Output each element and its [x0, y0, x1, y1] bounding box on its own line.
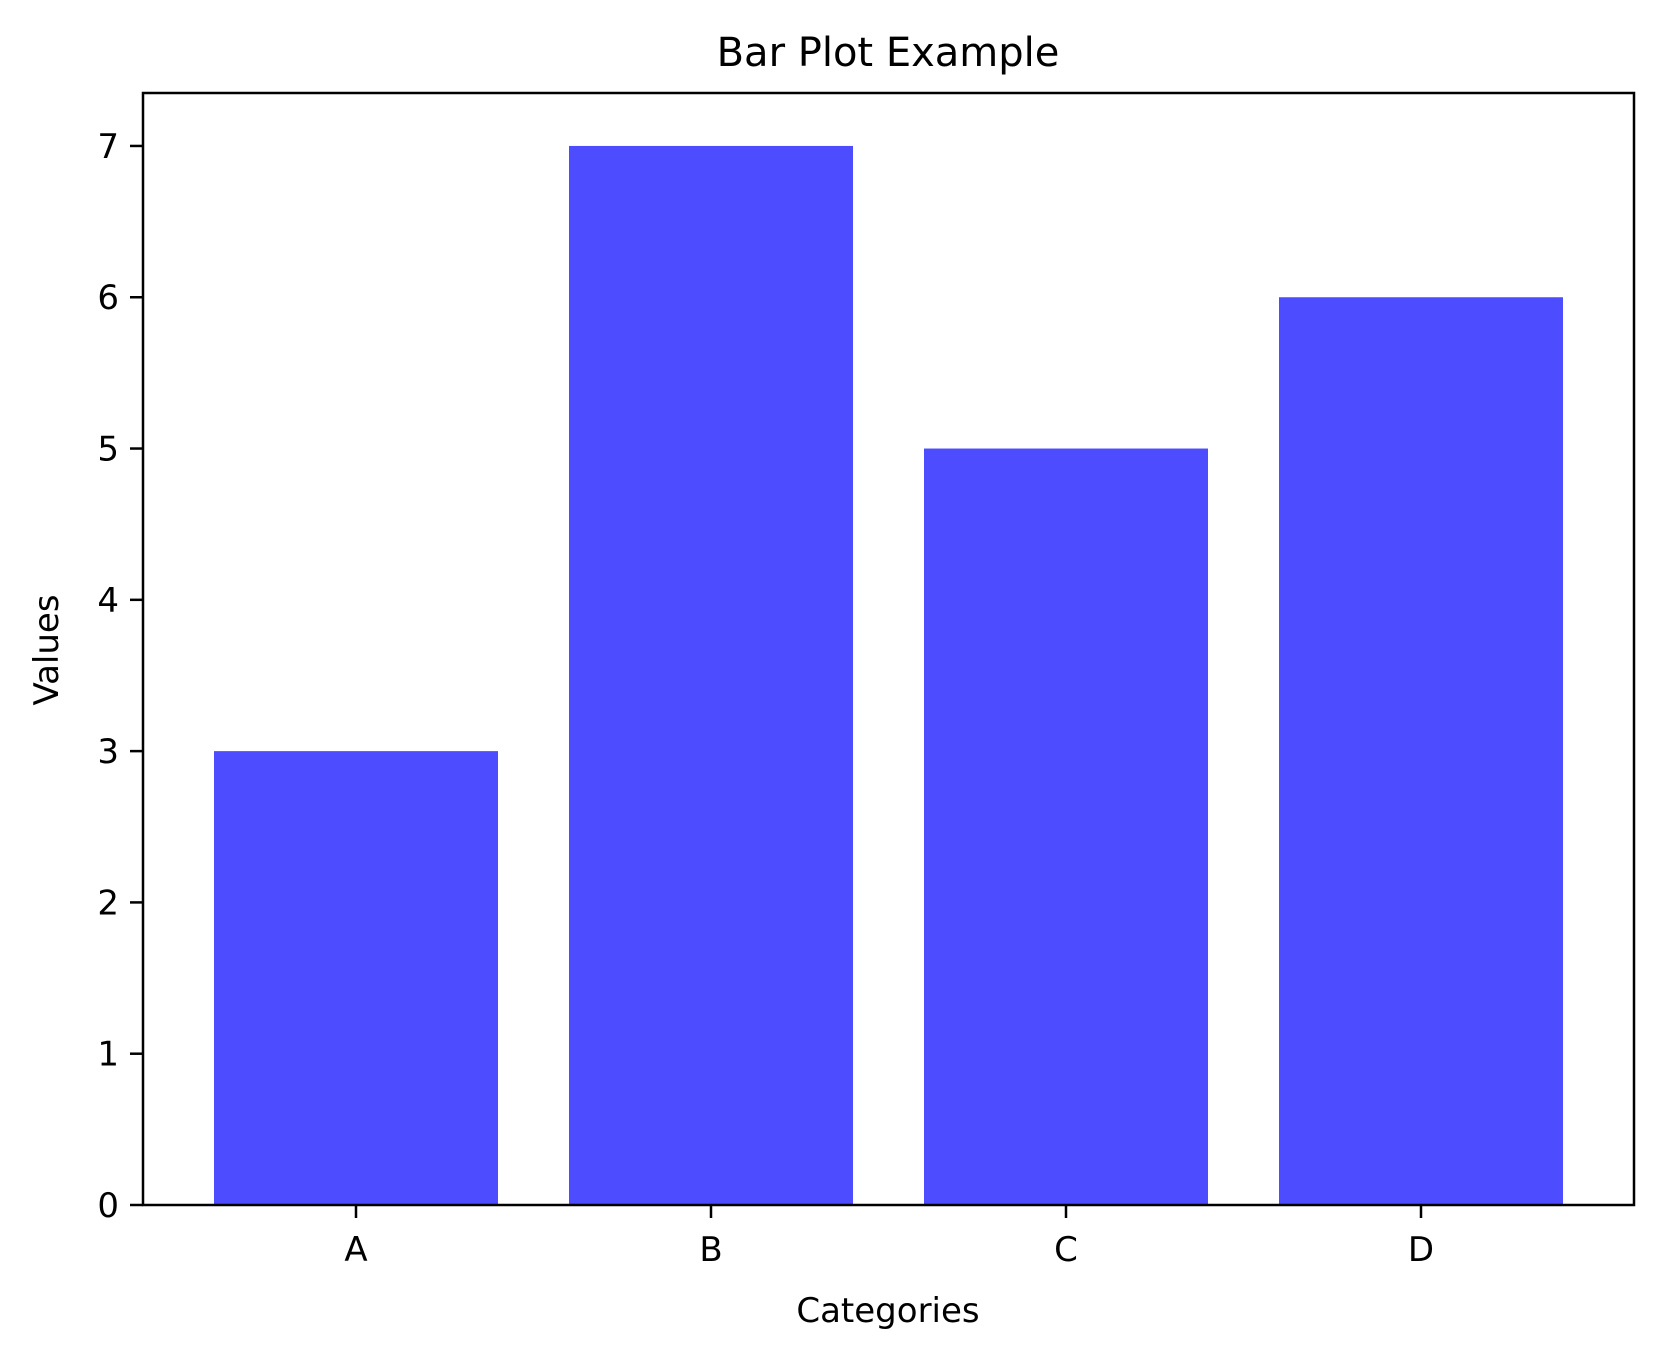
y-tick-label: 0	[97, 1186, 119, 1226]
y-axis-ticks: 0 1 2 3 4 5 6 7	[97, 127, 143, 1226]
chart-title: Bar Plot Example	[717, 30, 1060, 76]
y-tick-label: 2	[97, 883, 119, 923]
y-tick-label: 3	[97, 732, 119, 772]
y-tick-label: 4	[97, 581, 119, 621]
x-tick-label: C	[1054, 1230, 1078, 1270]
bar-a	[214, 751, 498, 1205]
bar-series	[214, 145, 1563, 1206]
y-tick-label: 6	[97, 278, 119, 318]
bar-b	[569, 145, 853, 1205]
y-axis-label: Values	[27, 594, 67, 705]
x-axis-label: Categories	[796, 1291, 979, 1331]
y-tick-label: 7	[97, 127, 119, 167]
plot-frame	[141, 91, 1636, 1207]
x-tick-label: B	[699, 1230, 722, 1270]
y-tick-label: 5	[97, 430, 119, 470]
bar-c	[924, 448, 1208, 1205]
bar-d	[1279, 297, 1563, 1206]
x-tick-label: A	[344, 1230, 367, 1270]
x-tick-label: D	[1408, 1230, 1434, 1270]
y-tick-label: 1	[97, 1035, 119, 1075]
x-axis-ticks: A B C D	[344, 1205, 1434, 1270]
